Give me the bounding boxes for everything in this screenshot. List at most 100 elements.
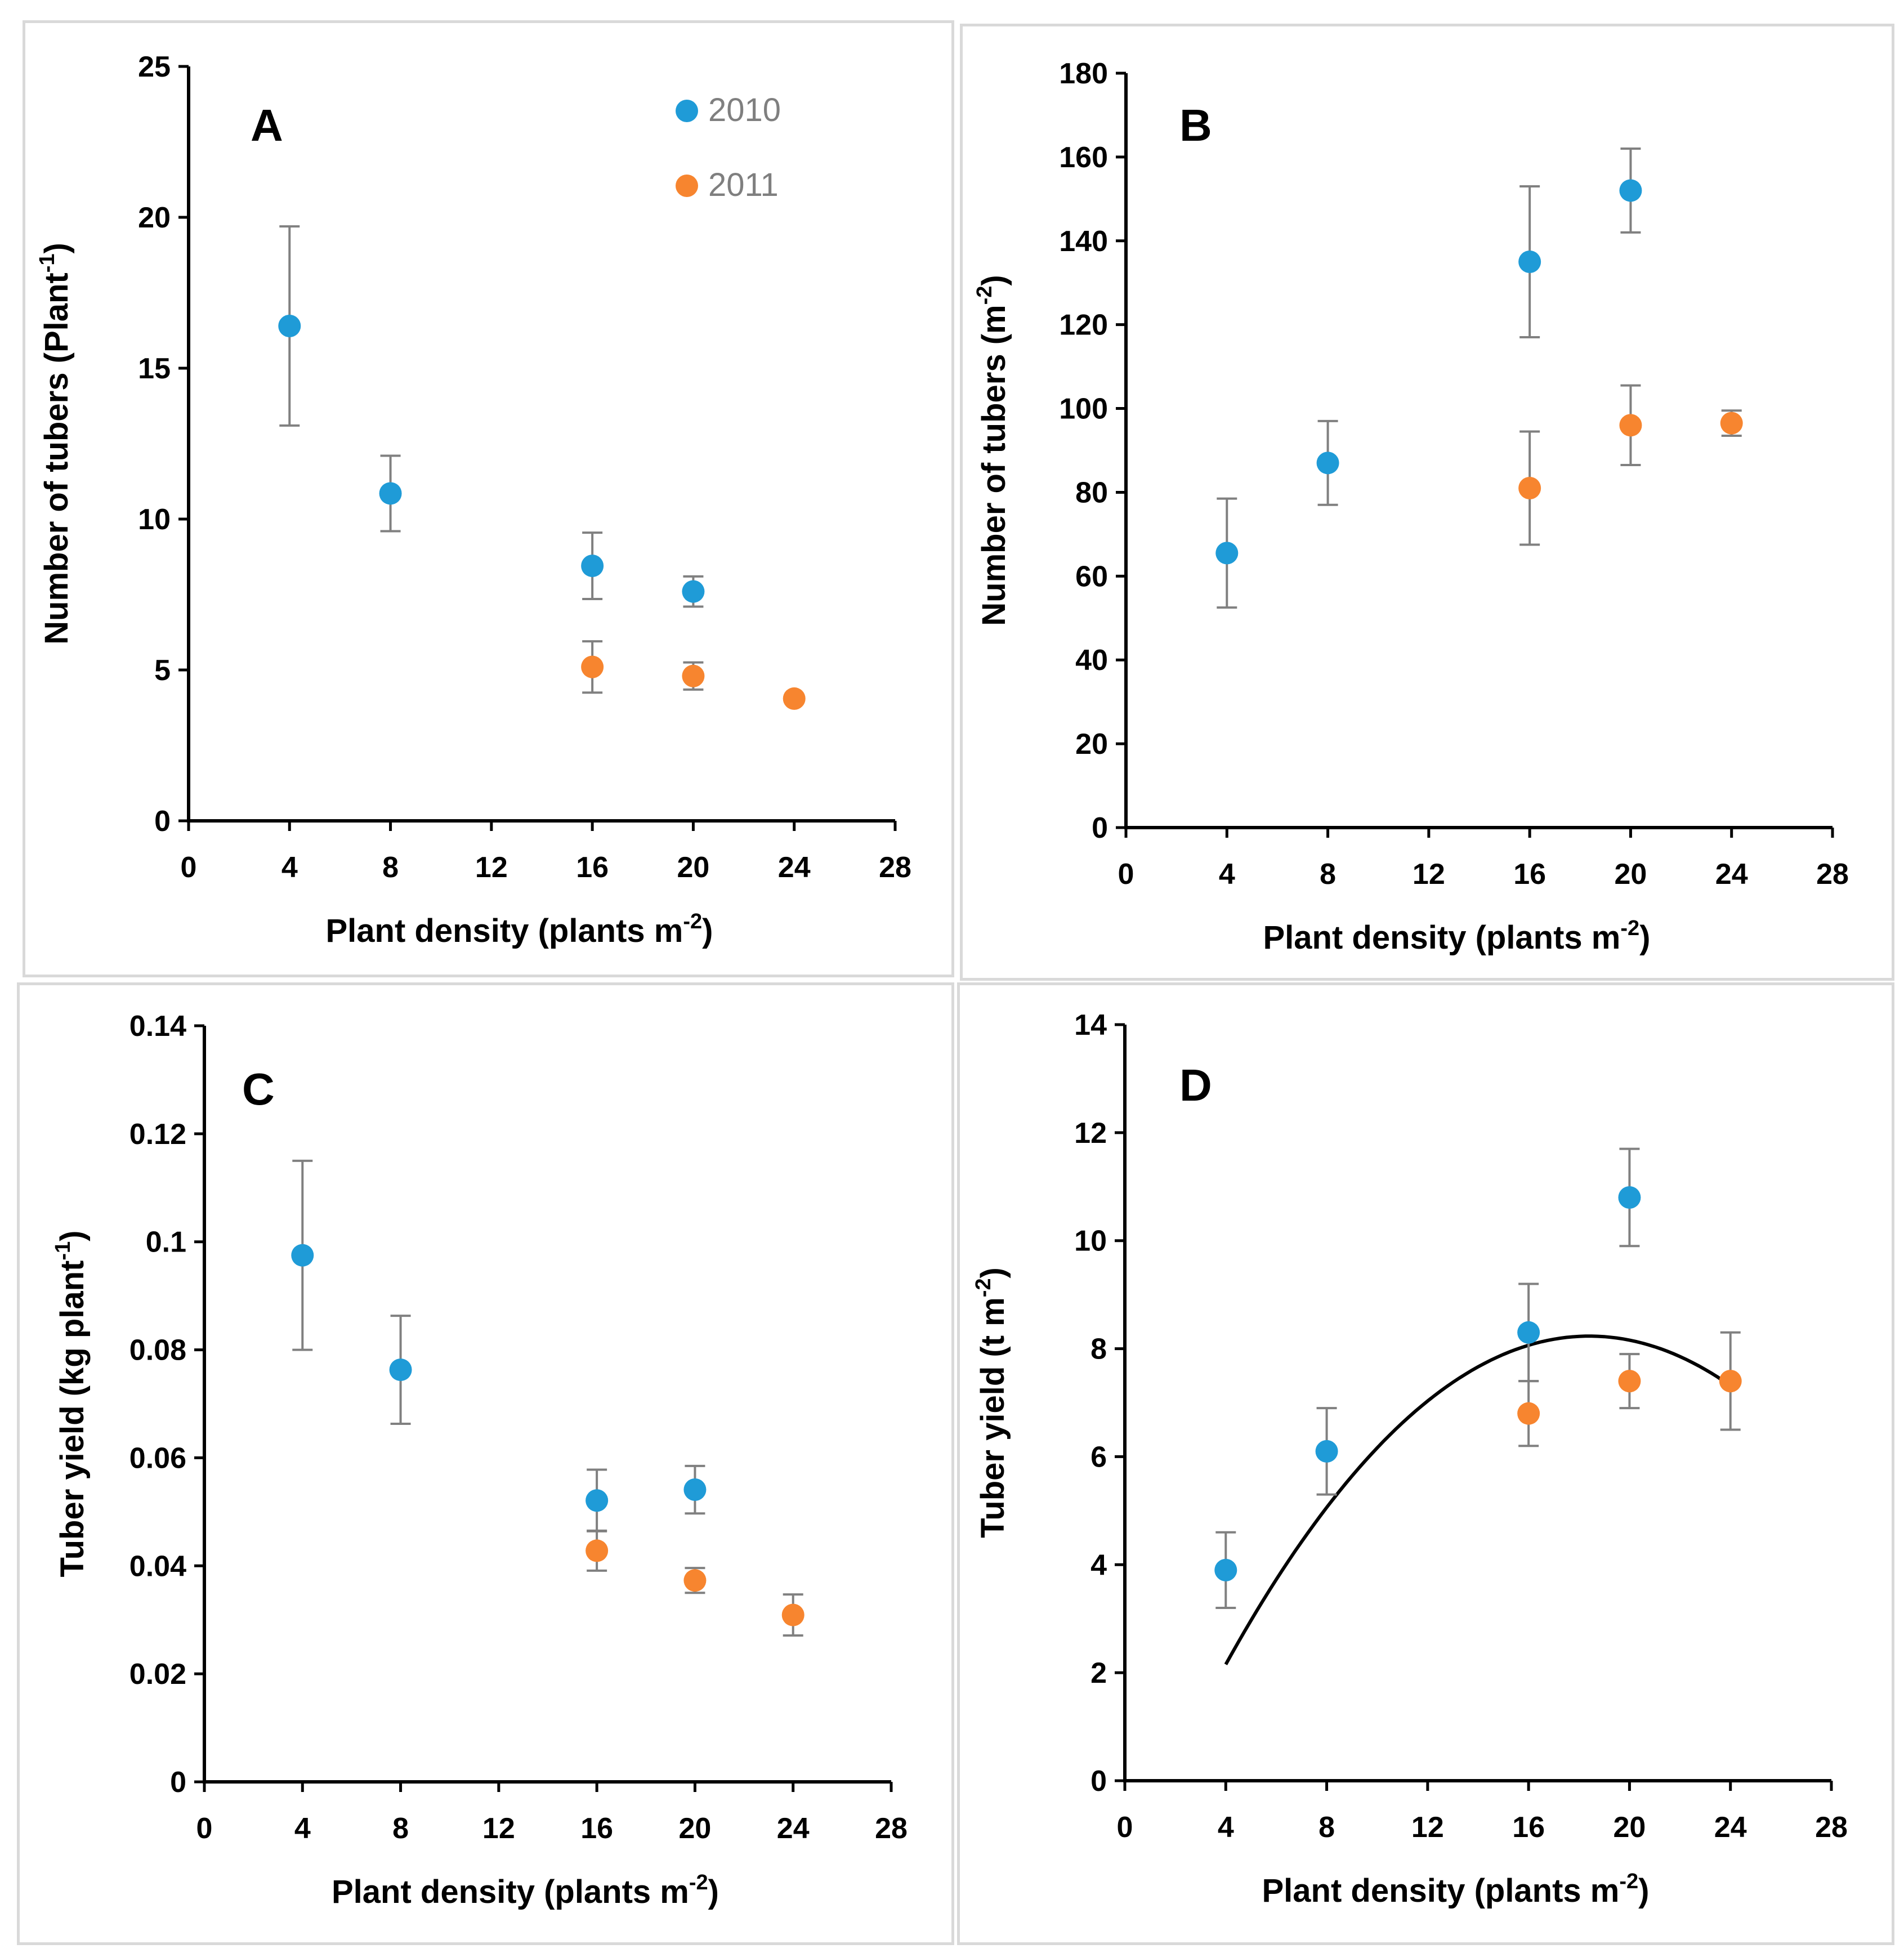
data-point-2011 [1518, 477, 1541, 499]
y-tick-label: 60 [1075, 560, 1108, 593]
x-axis-title-end: ) [1638, 1872, 1649, 1909]
data-point-2010 [1214, 1558, 1237, 1581]
chart-b: 0 20 40 60 80 100 120 140 160 180 0 4 8 12 16 20 24 28 Pla… [973, 57, 1849, 956]
y-tick-label: 0 [154, 805, 171, 838]
data-point-2010 [389, 1358, 412, 1382]
x-tick-label: 4 [281, 851, 298, 884]
data-point-2010 [379, 482, 402, 505]
data-point-2011 [683, 1569, 707, 1592]
y-axis-title-end: ) [975, 1267, 1011, 1278]
y-tick-label: 140 [1059, 225, 1108, 258]
x-axis-title-text: Plant density (plants m [325, 913, 683, 949]
chart-a: 0 5 10 15 20 25 0 4 8 12 16 20 24 28 Plant density (pl… [35, 51, 911, 949]
legend-label: 2010 [708, 92, 781, 128]
x-tick-label: 4 [1219, 858, 1235, 891]
y-tick-label: 20 [1075, 728, 1108, 761]
data-point-2010 [278, 314, 301, 337]
y-axis-title: Tuber yield (kg plant-1) [51, 1231, 91, 1577]
x-tick-label: 20 [1615, 858, 1647, 891]
data-point-2010 [1215, 542, 1239, 565]
x-tick-label: 20 [1614, 1811, 1646, 1844]
panel-frame-c [17, 982, 954, 1945]
x-tick-label: 16 [1513, 858, 1546, 891]
data-point-2011 [1618, 1370, 1641, 1393]
y-tick-label: 0.06 [129, 1442, 186, 1474]
x-tick-label: 12 [1411, 1811, 1444, 1844]
y-tick-label: 80 [1075, 476, 1108, 509]
y-tick-label: 0.14 [129, 1010, 186, 1043]
panel-letter: D [1179, 1060, 1212, 1110]
x-axis-title-end: ) [708, 1874, 719, 1910]
y-tick-label: 10 [1074, 1225, 1107, 1258]
x-tick-label: 12 [482, 1812, 515, 1845]
data-point-2010 [682, 580, 705, 603]
y-tick-label: 20 [138, 202, 171, 234]
x-tick-label: 0 [1118, 858, 1134, 891]
y-tick-label: 120 [1059, 309, 1108, 342]
x-tick-label: 24 [777, 1812, 810, 1845]
data-point-2010 [291, 1244, 314, 1267]
y-axis-title: Number of tubers (Plant-1) [35, 243, 75, 645]
data-point-2011 [783, 687, 806, 710]
panel-frame-b [960, 24, 1894, 981]
x-axis-title-text: Plant density (plants m [1262, 1872, 1619, 1909]
y-axis-title-sup: -1 [51, 1241, 75, 1261]
y-axis-title-text: Number of tubers (Plant [38, 272, 75, 645]
x-axis-title: Plant density (plants m-2) [332, 1871, 719, 1910]
x-tick-label: 0 [1117, 1811, 1133, 1844]
panel-frame-a [23, 20, 954, 977]
y-axis-title-sup: -2 [973, 286, 996, 305]
y-tick-label: 0.08 [129, 1334, 186, 1367]
data-point-2010 [1315, 1440, 1338, 1463]
x-tick-label: 8 [1320, 858, 1336, 891]
x-tick-label: 24 [778, 851, 811, 884]
x-tick-label: 24 [1715, 858, 1748, 891]
y-tick-label: 0 [1090, 1765, 1107, 1798]
y-axis-title: Tuber yield (t m-2) [972, 1267, 1011, 1538]
data-point-2011 [581, 655, 604, 678]
panel-letter: C [242, 1064, 275, 1114]
y-tick-label: 0.12 [129, 1118, 186, 1151]
y-axis-title: Number of tubers (m-2) [973, 275, 1012, 626]
legend-marker-2010 [676, 100, 698, 122]
legend-label: 2011 [708, 167, 779, 203]
x-tick-label: 8 [382, 851, 399, 884]
y-tick-label: 12 [1074, 1117, 1107, 1150]
y-tick-label: 100 [1059, 393, 1108, 426]
x-tick-label: 20 [679, 1812, 712, 1845]
x-axis-title-sup: -2 [1619, 1870, 1638, 1893]
y-tick-label: 15 [138, 352, 171, 385]
quadratic-fit-line [1224, 1334, 1732, 1665]
data-point-2011 [1619, 414, 1642, 437]
data-point-2010 [1517, 1321, 1540, 1344]
data-point-2010 [1316, 452, 1339, 475]
legend-marker-2011 [676, 175, 698, 197]
x-tick-label: 28 [879, 851, 911, 884]
x-tick-label: 24 [1714, 1811, 1747, 1844]
x-tick-label: 4 [294, 1812, 311, 1845]
data-point-2011 [781, 1603, 804, 1626]
y-tick-label: 5 [154, 654, 171, 687]
panel-letter: A [251, 100, 283, 150]
y-axis-title-text: Number of tubers (m [976, 305, 1012, 625]
x-axis-title-sup: -2 [683, 910, 702, 933]
x-tick-label: 28 [1816, 858, 1849, 891]
x-tick-label: 16 [1512, 1811, 1545, 1844]
y-tick-label: 2 [1090, 1657, 1107, 1690]
x-axis-title: Plant density (plants m-2) [1263, 917, 1650, 956]
x-axis-title-text: Plant density (plants m [332, 1874, 689, 1910]
x-tick-label: 0 [181, 851, 197, 884]
x-tick-label: 20 [677, 851, 710, 884]
y-axis-title-end: ) [38, 243, 75, 253]
y-tick-label: 0.1 [146, 1226, 186, 1259]
panel-letter: B [1179, 100, 1212, 150]
x-axis-title: Plant density (plants m-2) [1262, 1870, 1649, 1909]
y-axis-title-sup: -2 [972, 1279, 995, 1298]
y-tick-label: 40 [1075, 644, 1108, 677]
y-axis-title-text: Tuber yield (t m [975, 1297, 1011, 1538]
x-axis-title-sup: -2 [689, 1871, 708, 1894]
x-axis-title-end: ) [1639, 919, 1650, 956]
y-tick-label: 6 [1090, 1441, 1107, 1473]
y-axis-title-end: ) [976, 275, 1012, 285]
